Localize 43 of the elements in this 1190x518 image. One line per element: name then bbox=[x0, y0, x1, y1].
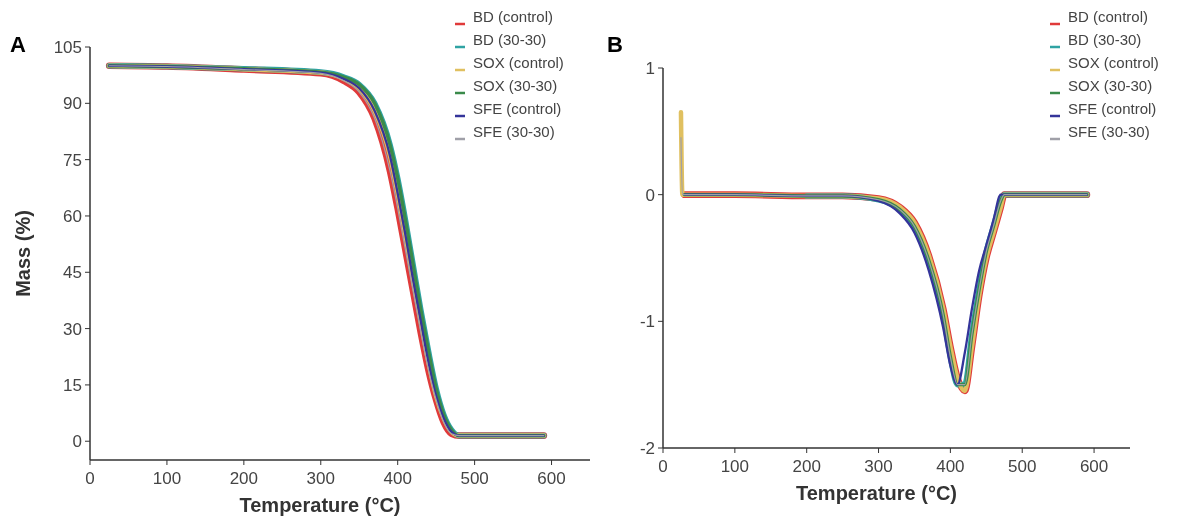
y-tick-label: 30 bbox=[63, 319, 82, 339]
x-tick-label: 400 bbox=[936, 457, 965, 476]
y-axis-title: Mass (%) bbox=[12, 210, 34, 297]
x-tick-label: 100 bbox=[720, 457, 750, 476]
y-tick-label: 15 bbox=[63, 375, 82, 395]
legend-label: SOX (control) bbox=[473, 54, 564, 71]
y-tick-label: 75 bbox=[63, 150, 82, 170]
x-tick-label: 0 bbox=[85, 469, 95, 488]
y-tick-label: 90 bbox=[63, 94, 82, 114]
y-tick-label: -1 bbox=[639, 312, 655, 332]
legend-label: SOX (30-30) bbox=[473, 77, 558, 94]
y-tick-label: 0 bbox=[72, 432, 82, 452]
x-tick-label: 100 bbox=[152, 469, 182, 488]
y-tick-label: 45 bbox=[63, 263, 82, 283]
y-tick-label: 60 bbox=[63, 206, 82, 226]
legend-label: SOX (control) bbox=[1068, 54, 1159, 71]
x-tick-label: 600 bbox=[537, 469, 566, 488]
x-axis-title: Temperature (°C) bbox=[239, 494, 401, 516]
y-tick-label: 1 bbox=[645, 59, 655, 78]
legend-label: BD (control) bbox=[1068, 8, 1149, 25]
x-tick-label: 500 bbox=[460, 469, 489, 488]
x-tick-label: 300 bbox=[864, 457, 893, 476]
legend-label: SFE (control) bbox=[473, 100, 562, 117]
legend-label: SFE (30-30) bbox=[1068, 123, 1150, 140]
legend-label: BD (control) bbox=[473, 8, 554, 25]
legend-label: SFE (30-30) bbox=[473, 123, 555, 140]
x-tick-label: 200 bbox=[229, 469, 259, 488]
legend-label: BD (30-30) bbox=[1068, 31, 1142, 48]
x-tick-label: 0 bbox=[658, 457, 668, 476]
legend-label: SFE (control) bbox=[1068, 100, 1157, 117]
x-tick-label: 200 bbox=[792, 457, 821, 476]
x-axis-title: Temperature (°C) bbox=[796, 482, 957, 504]
chart-title: B bbox=[607, 32, 623, 57]
y-tick-label: -2 bbox=[639, 439, 655, 458]
x-tick-label: 300 bbox=[306, 469, 335, 488]
legend-label: SOX (30-30) bbox=[1068, 77, 1153, 94]
x-tick-label: 500 bbox=[1008, 457, 1037, 476]
legend-label: BD (30-30) bbox=[473, 31, 547, 48]
x-tick-label: 400 bbox=[383, 469, 412, 488]
y-tick-label: 105 bbox=[53, 38, 82, 57]
chart-title: A bbox=[10, 32, 26, 57]
x-tick-label: 600 bbox=[1079, 457, 1109, 476]
y-tick-label: 0 bbox=[645, 185, 655, 205]
